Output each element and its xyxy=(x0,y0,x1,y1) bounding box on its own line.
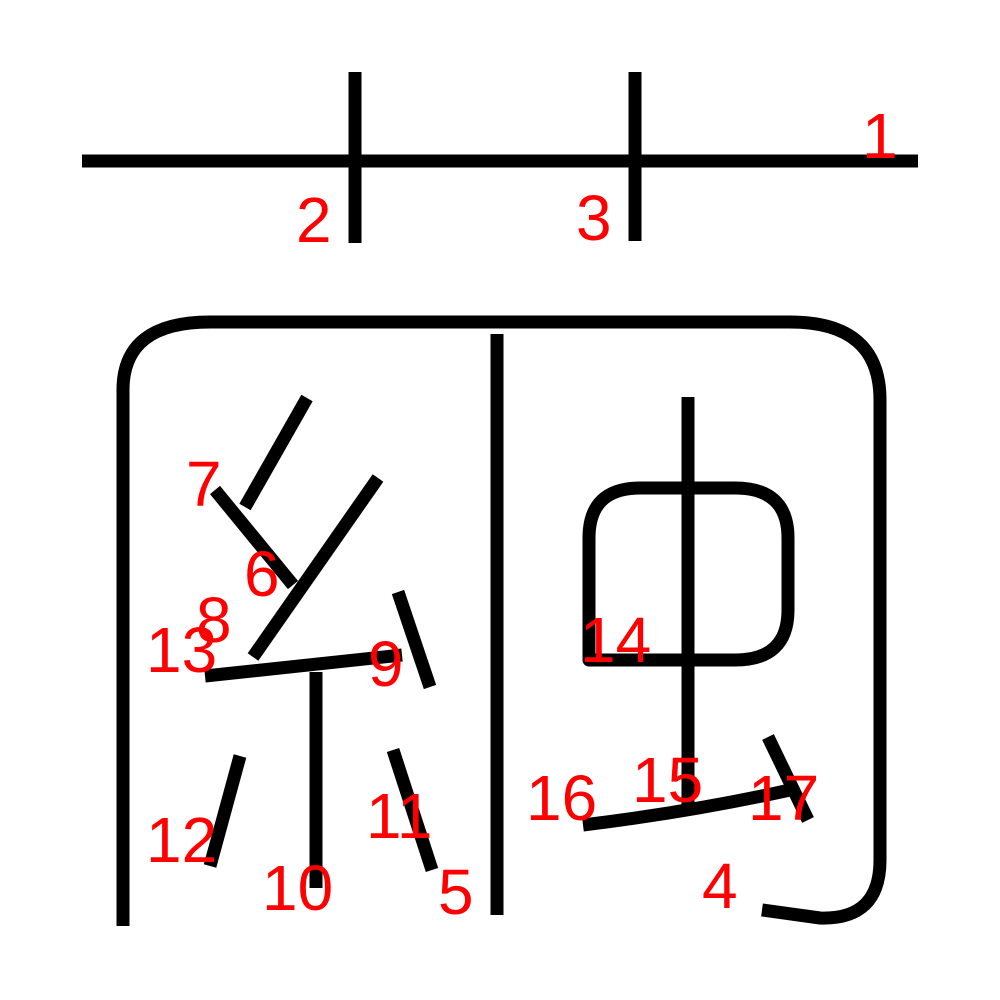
stroke-order-labels: 1 2 3 4 5 6 7 8 9 10 11 12 13 14 15 16 1… xyxy=(146,100,898,928)
stroke-11 xyxy=(386,747,439,873)
label-3: 3 xyxy=(576,182,612,254)
stroke-13 xyxy=(204,648,403,683)
stroke-4 xyxy=(116,315,887,926)
label-5: 5 xyxy=(438,856,474,928)
label-2: 2 xyxy=(296,184,332,256)
stroke-16 xyxy=(582,783,792,832)
label-13: 13 xyxy=(146,614,217,686)
stroke-17 xyxy=(762,734,814,823)
label-11: 11 xyxy=(366,780,432,852)
label-9: 9 xyxy=(368,628,404,700)
label-7: 7 xyxy=(186,448,222,520)
stroke-7 xyxy=(209,485,299,590)
label-15: 15 xyxy=(632,744,703,816)
label-17: 17 xyxy=(748,762,819,834)
label-1: 1 xyxy=(862,100,898,172)
label-8: 8 xyxy=(196,584,232,656)
stroke-6 xyxy=(239,394,313,511)
stroke-9 xyxy=(391,589,437,690)
stroke-12 xyxy=(203,754,247,868)
label-6: 6 xyxy=(244,538,280,610)
stroke-14 xyxy=(582,481,795,667)
strokes xyxy=(82,72,918,926)
stroke-8 xyxy=(247,474,384,661)
label-4: 4 xyxy=(702,850,738,922)
label-16: 16 xyxy=(526,762,597,834)
label-12: 12 xyxy=(146,804,217,876)
label-14: 14 xyxy=(580,604,651,676)
label-10: 10 xyxy=(262,852,333,924)
